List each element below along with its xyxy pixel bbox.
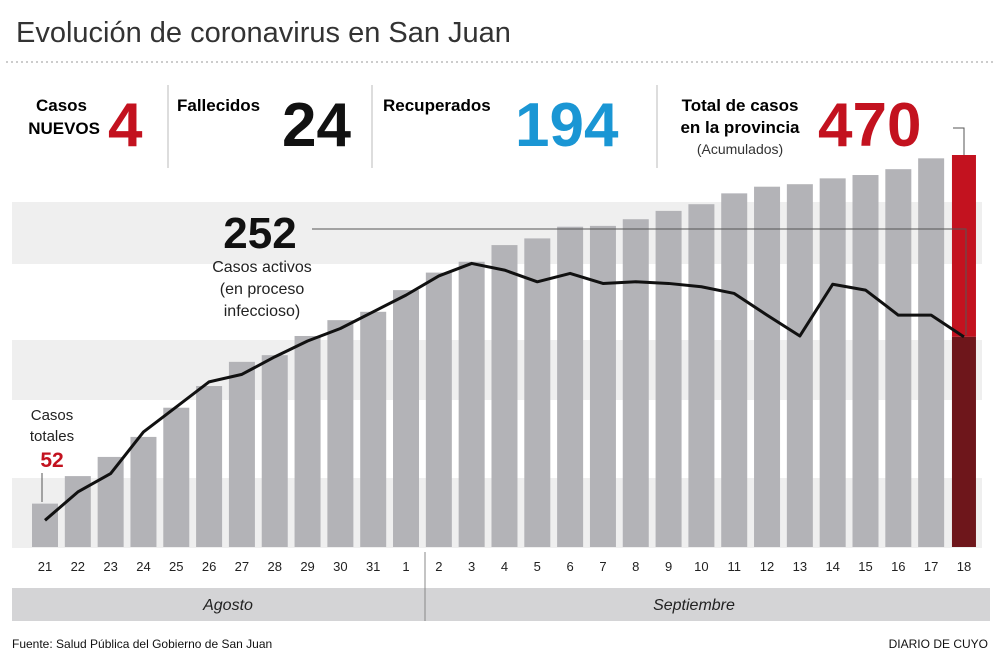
- total-leader-line: [953, 127, 965, 155]
- new-label-1: Casos: [36, 96, 87, 115]
- x-tick-label: 4: [501, 559, 508, 574]
- start-label-2: totales: [30, 428, 74, 445]
- x-tick-label: 28: [268, 559, 282, 574]
- bar-21: [32, 503, 58, 547]
- bar-27: [228, 361, 255, 547]
- x-tick-label: 30: [333, 559, 347, 574]
- recovered-value: 194: [515, 91, 619, 160]
- month-agosto: Agosto: [202, 597, 253, 614]
- bar-9: [655, 210, 682, 547]
- brand: DIARIO DE CUYO: [889, 637, 988, 651]
- bar-5: [524, 238, 551, 548]
- x-tick-label: 15: [858, 559, 872, 574]
- bar-30: [327, 320, 354, 547]
- bar-7: [589, 225, 616, 547]
- bar-12: [754, 186, 781, 548]
- bar-23: [97, 456, 124, 547]
- deaths-value: 24: [282, 91, 351, 160]
- x-tick-label: 27: [235, 559, 249, 574]
- total-label-2: en la provincia: [680, 118, 800, 137]
- source-note: Fuente: Salud Pública del Gobierno de Sa…: [12, 637, 272, 651]
- month-bar: [12, 588, 990, 621]
- x-tick-label: 5: [534, 559, 541, 574]
- x-tick-label: 16: [891, 559, 905, 574]
- x-tick-label: 14: [825, 559, 839, 574]
- active-value: 252: [223, 209, 296, 258]
- x-tick-label: 25: [169, 559, 183, 574]
- x-tick-label: 7: [599, 559, 606, 574]
- new-cases-value: 4: [108, 91, 143, 160]
- bar-2: [425, 272, 452, 547]
- bar-6: [557, 226, 584, 547]
- bar-24: [130, 436, 157, 547]
- x-tick-label: 22: [71, 559, 85, 574]
- active-label-2: (en proceso: [220, 281, 305, 298]
- x-tick-label: 3: [468, 559, 475, 574]
- bar-11: [721, 193, 748, 547]
- recovered-label: Recuperados: [383, 96, 491, 115]
- total-value: 470: [818, 91, 921, 160]
- bar-1: [393, 290, 420, 547]
- bar-3: [458, 261, 485, 547]
- x-tick-label: 11: [727, 559, 741, 574]
- bar-13: [786, 184, 813, 548]
- bar-31: [360, 311, 387, 547]
- total-label-3: (Acumulados): [697, 141, 783, 157]
- x-tick-label: 6: [567, 559, 574, 574]
- bar-28: [261, 355, 288, 547]
- x-tick-label: 13: [793, 559, 807, 574]
- x-tick-label: 31: [366, 559, 380, 574]
- x-tick-label: 24: [136, 559, 150, 574]
- x-tick-label: 23: [103, 559, 117, 574]
- bar-29: [294, 335, 321, 547]
- bar-26: [196, 386, 223, 547]
- x-tick-label: 1: [402, 559, 409, 574]
- bar-15: [852, 175, 879, 547]
- chart-title: Evolución de coronavirus en San Juan: [16, 17, 511, 49]
- bar-4: [491, 245, 518, 547]
- x-tick-label: 29: [300, 559, 314, 574]
- x-tick-label: 12: [760, 559, 774, 574]
- x-tick-label: 9: [665, 559, 672, 574]
- active-label-1: Casos activos: [212, 259, 312, 276]
- x-tick-label: 8: [632, 559, 639, 574]
- new-label-2: NUEVOS: [28, 119, 100, 138]
- bar-8: [622, 219, 649, 547]
- total-label-1: Total de casos: [682, 96, 799, 115]
- start-label-1: Casos: [31, 407, 74, 424]
- month-septiembre: Septiembre: [653, 597, 735, 614]
- x-tick-label: 2: [435, 559, 442, 574]
- active-leader-line: [312, 228, 967, 335]
- x-tick-label: 17: [924, 559, 938, 574]
- bar-10: [688, 204, 715, 548]
- active-label-3: infeccioso): [224, 303, 300, 320]
- x-tick-label: 21: [38, 559, 52, 574]
- bar-25: [163, 407, 190, 547]
- bar-18-active: [951, 336, 976, 547]
- bar-16: [885, 169, 912, 548]
- bar-18-total: [951, 155, 976, 337]
- x-tick-label: 26: [202, 559, 216, 574]
- deaths-label: Fallecidos: [177, 96, 260, 115]
- start-value: 52: [40, 449, 63, 472]
- x-tick-label: 18: [957, 559, 971, 574]
- bar-14: [819, 178, 846, 547]
- x-tick-label: 10: [694, 559, 708, 574]
- bar-17: [918, 158, 945, 547]
